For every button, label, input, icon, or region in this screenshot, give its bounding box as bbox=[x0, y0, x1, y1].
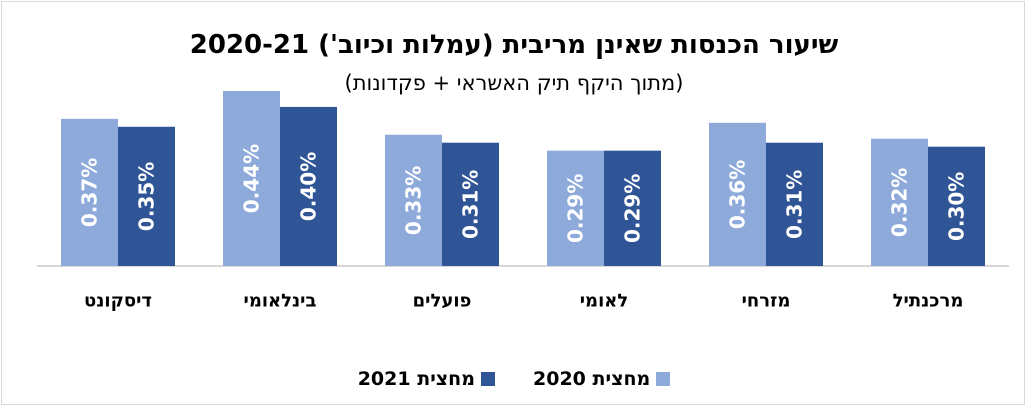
category-label-3: פועלים bbox=[413, 291, 472, 312]
data-label-2021-1: 0.31% bbox=[783, 170, 807, 239]
bar-2021-4 bbox=[280, 106, 337, 266]
data-label-2020-3: 0.33% bbox=[402, 166, 426, 235]
legend-item-2020: מחצית 2020 bbox=[533, 368, 671, 390]
legend-item-2021: מחצית 2021 bbox=[358, 368, 495, 390]
data-label-2020-2: 0.29% bbox=[564, 174, 588, 243]
bar-2021-1 bbox=[766, 142, 823, 266]
legend-swatch-2021 bbox=[481, 372, 495, 386]
category-label-5: דיסקונט bbox=[84, 291, 152, 312]
category-label-1: מזרחי bbox=[742, 291, 791, 312]
data-label-2020-1: 0.36% bbox=[726, 160, 750, 229]
data-label-2020-4: 0.44% bbox=[240, 144, 264, 213]
data-label-2021-5: 0.35% bbox=[135, 162, 159, 231]
bar-2020-2 bbox=[547, 150, 604, 266]
bar-2020-3 bbox=[385, 134, 442, 266]
data-label-2021-4: 0.40% bbox=[297, 152, 321, 221]
bar-2021-0 bbox=[928, 146, 985, 266]
bar-2021-5 bbox=[118, 126, 175, 266]
legend-label-2021: מחצית 2021 bbox=[357, 368, 475, 390]
legend-swatch-2020 bbox=[656, 372, 671, 386]
category-label-2: לאומי bbox=[580, 291, 629, 312]
bar-2020-4 bbox=[223, 91, 280, 266]
data-label-2021-0: 0.30% bbox=[945, 172, 969, 241]
category-label-4: בינלאומי bbox=[244, 291, 317, 312]
bar-2020-0 bbox=[871, 138, 928, 266]
chart-subtitle: (מתוך היקף תיק האשראי + פקדונות) bbox=[344, 71, 684, 95]
chart-title: שיעור הכנסות שאינן מריבית (עמלות וכיוב')… bbox=[189, 30, 839, 60]
bar-2020-1 bbox=[709, 122, 766, 267]
data-label-2020-5: 0.37% bbox=[78, 158, 102, 227]
data-label-2021-2: 0.29% bbox=[621, 174, 645, 243]
data-label-2020-0: 0.32% bbox=[888, 168, 912, 237]
legend: מחצית 2020 מחצית 2021 bbox=[0, 368, 1028, 390]
bar-2021-3 bbox=[442, 142, 499, 266]
category-label-0: מרכנתיל bbox=[893, 291, 964, 312]
bar-2020-5 bbox=[61, 118, 118, 266]
data-label-2021-3: 0.31% bbox=[459, 170, 483, 239]
bar-2021-2 bbox=[604, 150, 661, 266]
legend-label-2020: מחצית 2020 bbox=[533, 368, 651, 390]
